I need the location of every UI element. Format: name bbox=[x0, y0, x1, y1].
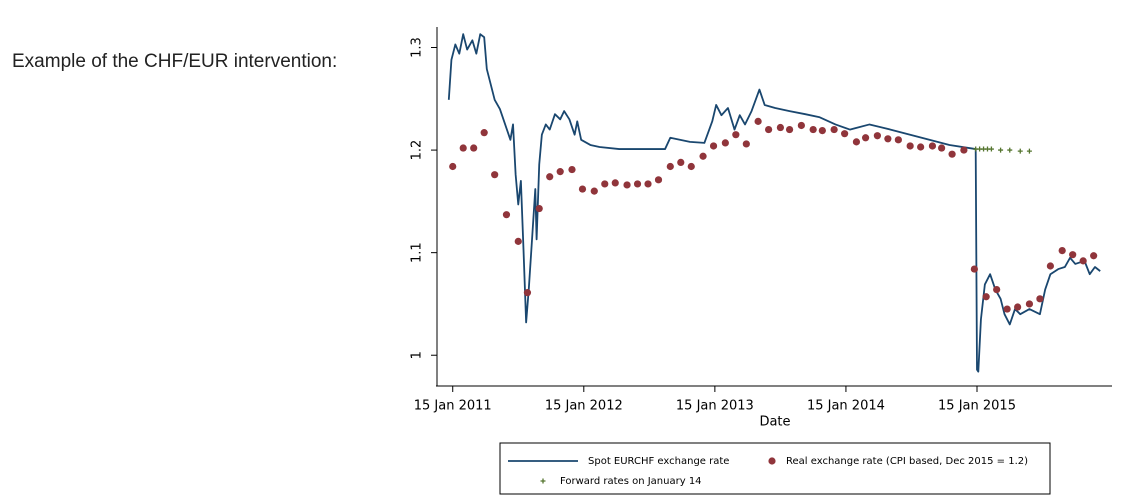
x-tick-label: 15 Jan 2013 bbox=[676, 399, 754, 414]
real-rate-dot bbox=[535, 204, 543, 213]
real-rate-dot bbox=[785, 125, 794, 134]
x-tick-label: 15 Jan 2014 bbox=[807, 399, 885, 414]
real-rate-dot bbox=[852, 138, 861, 146]
slide-heading: Example of the CHF/EUR intervention: bbox=[12, 51, 337, 72]
real-rate-dot bbox=[1025, 300, 1034, 308]
real-rate-dot bbox=[742, 140, 750, 148]
forward-rate-plus bbox=[998, 147, 1004, 153]
real-rate-dot bbox=[449, 162, 457, 171]
real-rate-dot bbox=[830, 125, 838, 134]
real-rate-dot bbox=[894, 136, 902, 144]
real-rate-dot bbox=[818, 126, 826, 135]
real-rate-dot bbox=[699, 152, 707, 160]
y-tick-label: 1 bbox=[410, 351, 425, 359]
real-rate-dot bbox=[884, 135, 892, 143]
forward-rate-plus bbox=[1026, 148, 1032, 154]
legend-label: Spot EURCHF exchange rate bbox=[588, 456, 729, 467]
real-rate-dot bbox=[797, 121, 805, 130]
real-rate-dot bbox=[1069, 251, 1077, 259]
real-rate-dot bbox=[970, 265, 978, 273]
real-rate-dot bbox=[776, 123, 784, 132]
real-rate-dot bbox=[459, 144, 467, 152]
real-rate-dot bbox=[666, 162, 674, 171]
real-rate-dot bbox=[1090, 252, 1098, 260]
real-rate-dot bbox=[765, 125, 773, 134]
real-rate-dot bbox=[611, 179, 619, 187]
real-rate-dot bbox=[1079, 257, 1087, 265]
real-rate-dot bbox=[732, 131, 740, 139]
real-rate-dot bbox=[993, 285, 1001, 294]
real-rate-dot bbox=[960, 146, 968, 154]
real-rate-dot bbox=[601, 180, 609, 188]
real-rate-dot bbox=[687, 162, 695, 171]
real-rate-dot bbox=[644, 180, 652, 188]
real-rate-dot bbox=[568, 165, 576, 174]
x-tick-label: 15 Jan 2012 bbox=[545, 399, 623, 414]
real-rate-dot bbox=[523, 289, 532, 297]
real-rate-dot bbox=[546, 173, 554, 181]
real-rate-dot bbox=[1036, 295, 1044, 303]
y-tick-label: 1.3 bbox=[410, 37, 425, 58]
real-rate-dot bbox=[754, 117, 762, 125]
real-rate-dot bbox=[841, 130, 849, 138]
y-tick-label: 1.2 bbox=[410, 140, 425, 161]
legend-label: Real exchange rate (CPI based, Dec 2015 … bbox=[786, 456, 1028, 467]
real-rate-dot bbox=[623, 181, 631, 189]
real-rate-dot bbox=[1058, 247, 1066, 255]
legend-plus bbox=[540, 478, 546, 484]
spot-line bbox=[447, 33, 1101, 373]
real-rate-dot bbox=[948, 150, 956, 158]
real-rate-dot bbox=[1003, 305, 1011, 313]
real-rate-dot bbox=[709, 142, 718, 150]
real-rate-dot bbox=[491, 171, 499, 179]
forward-rate-plus bbox=[988, 146, 994, 152]
real-rate-dot bbox=[677, 158, 685, 166]
real-rate-dot bbox=[502, 211, 511, 219]
real-rate-dot bbox=[906, 142, 914, 150]
real-rate-dot bbox=[654, 176, 663, 184]
forward-rate-plus bbox=[1007, 147, 1013, 153]
real-rate-dot bbox=[938, 144, 946, 152]
real-rate-dot bbox=[1046, 262, 1054, 270]
real-rate-dot bbox=[982, 293, 990, 301]
legend-box bbox=[499, 442, 1051, 495]
real-rate-dot bbox=[861, 134, 870, 142]
x-tick-label: 15 Jan 2011 bbox=[414, 399, 492, 414]
forward-rate-plus bbox=[1017, 148, 1023, 154]
real-rate-dot bbox=[556, 168, 564, 176]
real-rate-dot bbox=[480, 129, 488, 137]
real-rate-dot bbox=[721, 139, 729, 147]
y-tick-label: 1.1 bbox=[410, 242, 425, 263]
x-axis-title: Date bbox=[759, 415, 790, 430]
x-tick-label: 15 Jan 2015 bbox=[938, 399, 1016, 414]
real-rate-dot bbox=[578, 185, 587, 193]
real-rate-dot bbox=[873, 132, 881, 140]
real-rate-dot bbox=[633, 180, 642, 188]
real-rate-dot bbox=[1014, 303, 1022, 311]
legend-dot bbox=[768, 457, 776, 465]
real-rate-dot bbox=[470, 144, 478, 152]
real-rate-dot bbox=[928, 142, 937, 150]
real-rate-dot bbox=[590, 187, 598, 195]
real-rate-dot bbox=[809, 125, 817, 134]
real-rate-dot bbox=[514, 237, 522, 245]
real-rate-dot bbox=[917, 143, 925, 151]
legend-label: Forward rates on January 14 bbox=[560, 476, 702, 487]
